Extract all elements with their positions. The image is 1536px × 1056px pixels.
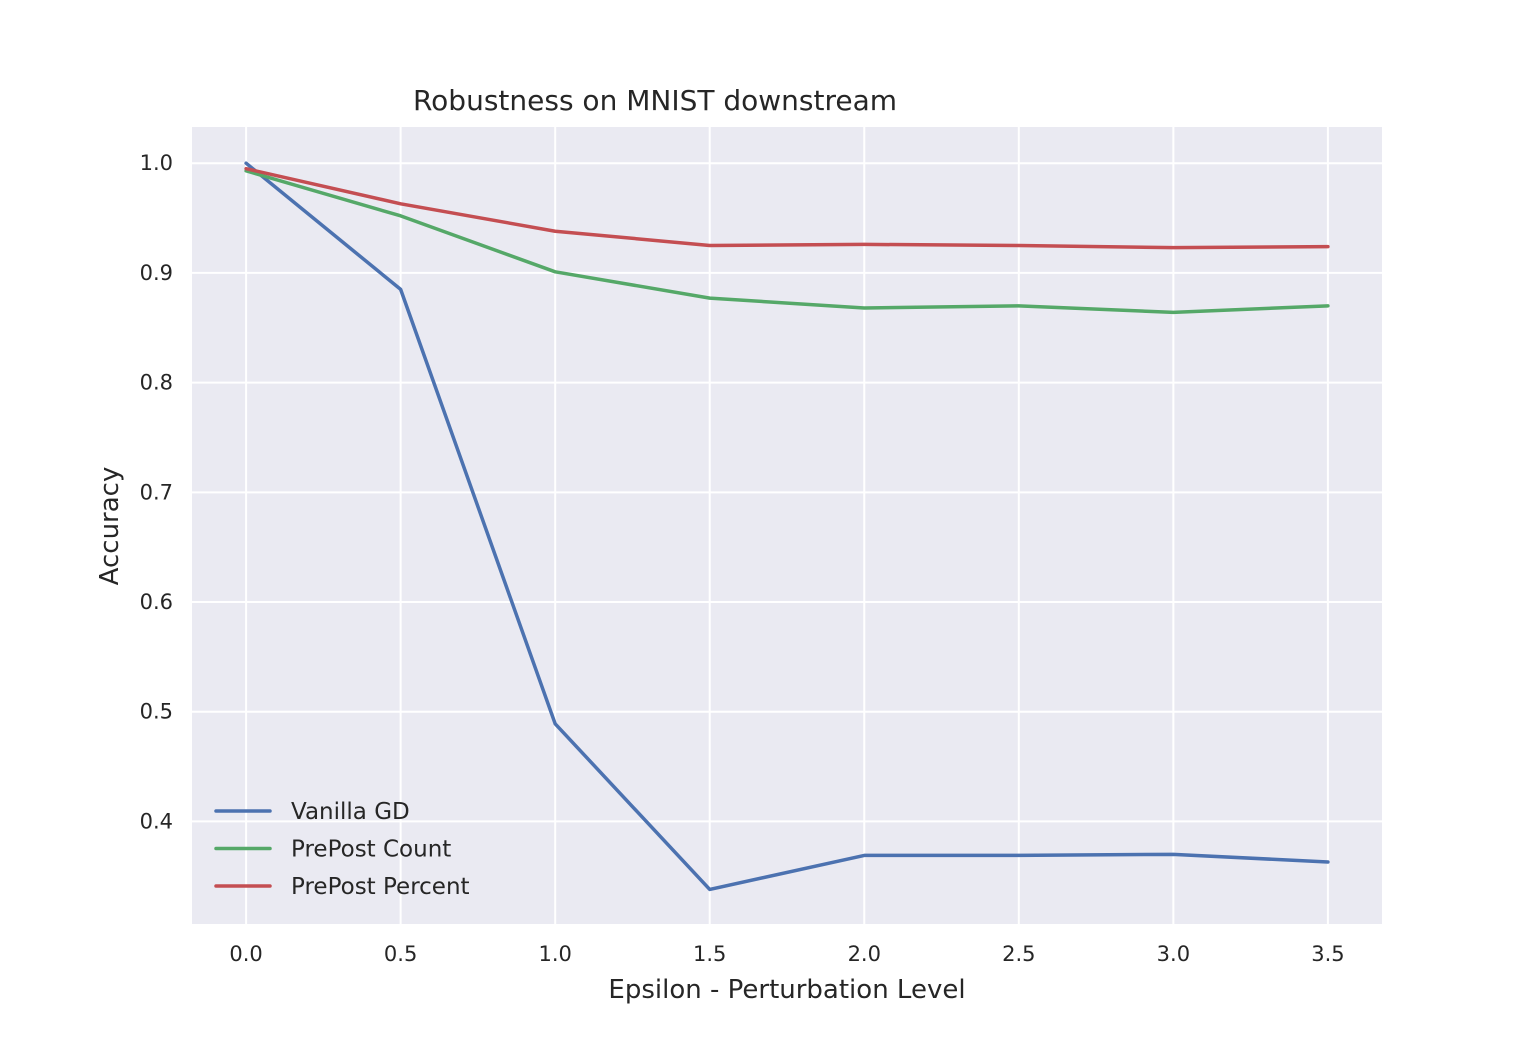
- y-tick-labels: 0.4 0.5 0.6 0.7 0.8 0.9 1.0: [140, 151, 173, 833]
- y-tick-label: 1.0: [140, 151, 173, 175]
- chart-title: Robustness on MNIST downstream: [413, 84, 897, 117]
- y-tick-label: 0.9: [140, 261, 173, 285]
- series-line-prepost-count: [244, 169, 1330, 315]
- grid-lines: [192, 127, 1382, 924]
- series-line-vanilla-gd: [244, 161, 1330, 892]
- x-tick-labels: 0.0 0.5 1.0 1.5 2.0 2.5 3.0 3.5: [229, 942, 1344, 966]
- y-tick-label: 0.5: [140, 700, 173, 724]
- x-tick-label: 1.5: [693, 942, 726, 966]
- x-tick-label: 0.5: [384, 942, 417, 966]
- plot-area: [192, 127, 1382, 924]
- series-line-prepost-percent: [244, 166, 1330, 250]
- x-tick-label: 3.5: [1311, 942, 1344, 966]
- legend: Vanilla GD PrePost Count PrePost Percent: [214, 799, 470, 900]
- legend-label: PrePost Percent: [291, 874, 470, 900]
- x-tick-label: 2.0: [848, 942, 881, 966]
- y-tick-label: 0.8: [140, 371, 173, 395]
- y-axis-label: Accuracy: [95, 467, 125, 586]
- x-tick-label: 3.0: [1157, 942, 1190, 966]
- x-tick-label: 1.0: [538, 942, 571, 966]
- y-tick-label: 0.6: [140, 590, 173, 614]
- legend-label: Vanilla GD: [291, 799, 410, 825]
- x-axis-label: Epsilon - Perturbation Level: [608, 975, 965, 1005]
- x-tick-label: 0.0: [229, 942, 262, 966]
- y-tick-label: 0.7: [140, 480, 173, 504]
- y-tick-label: 0.4: [140, 809, 173, 833]
- series-lines: [244, 161, 1330, 892]
- legend-label: PrePost Count: [291, 837, 451, 863]
- x-tick-label: 2.5: [1002, 942, 1035, 966]
